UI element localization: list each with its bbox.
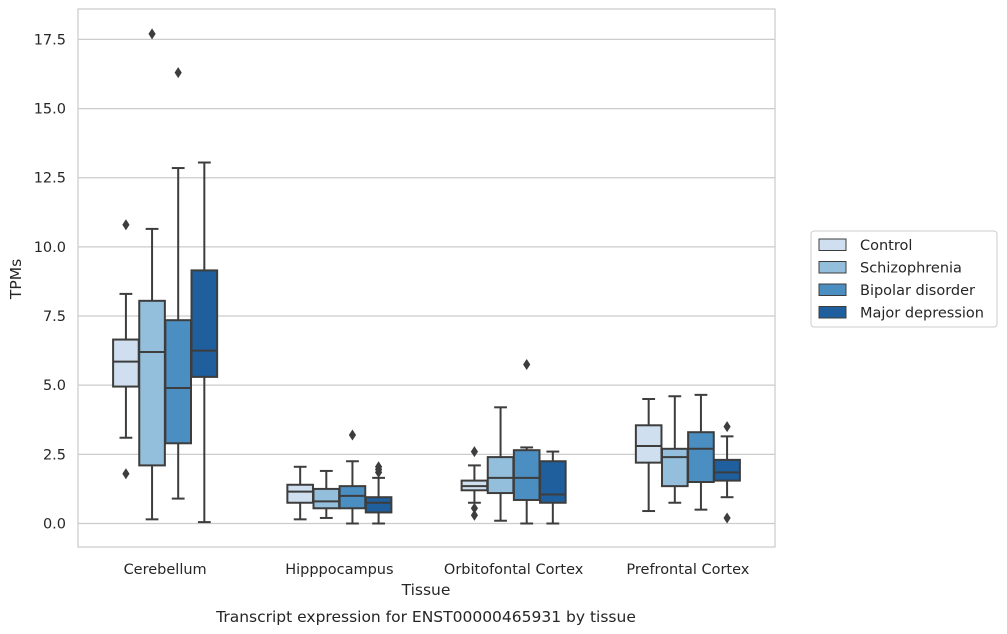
x-tick-label: Cerebellum: [124, 562, 207, 578]
x-tick-label: Orbitofontal Cortex: [444, 562, 584, 578]
legend-label: Bipolar disorder: [860, 283, 975, 299]
y-tick-label: 17.5: [34, 32, 66, 48]
box-group: [364, 461, 393, 525]
outlier-point: [723, 512, 731, 524]
box: [364, 496, 393, 514]
legend-swatch: [818, 238, 847, 251]
legend-swatch: [818, 261, 847, 274]
outlier-point: [374, 461, 383, 473]
box: [539, 460, 567, 504]
box-group: [634, 398, 663, 513]
outlier-point: [470, 509, 479, 521]
legend-label: Control: [860, 238, 912, 254]
outlier-point: [348, 429, 357, 441]
box: [190, 269, 219, 378]
box-group: [112, 219, 140, 480]
box-group: [713, 421, 741, 524]
outlier-point: [470, 502, 479, 514]
box: [338, 485, 367, 510]
y-tick-label: 0.0: [43, 516, 66, 532]
box-group: [486, 406, 515, 522]
y-tick-label: 12.5: [34, 171, 66, 187]
y-axis-title: TPMs: [7, 259, 25, 300]
y-tick-label: 15.0: [34, 102, 66, 118]
box-group: [512, 358, 541, 525]
outlier-point: [723, 421, 731, 433]
box: [634, 424, 663, 464]
outlier-point: [148, 28, 156, 40]
legend: Control Schizophrenia Bipolar disorder Majo…: [810, 230, 998, 328]
box-group: [286, 465, 314, 521]
box: [286, 483, 314, 504]
outlier-point: [122, 468, 130, 480]
legend-swatch: [818, 306, 847, 319]
y-tick-label: 2.5: [43, 447, 66, 463]
x-tick-labels: Cerebellum Hipppocampus Orbitofontal Corte…: [124, 562, 750, 578]
box: [486, 456, 515, 495]
x-tick-label: Hipppocampus: [285, 562, 393, 578]
box-group: [660, 395, 689, 504]
box: [512, 449, 541, 501]
x-axis-title: Tissue: [401, 581, 451, 599]
box-group: [539, 450, 567, 525]
y-tick-labels: 0.0 2.5 5.0 7.5 10.0 12.5 15.0 17.5: [34, 32, 66, 532]
box-layer: [112, 28, 741, 525]
box-group: [190, 161, 219, 524]
box: [312, 487, 341, 510]
legend-label: Major depression: [860, 306, 984, 322]
y-tick-label: 7.5: [43, 309, 66, 325]
box-group: [687, 393, 715, 511]
legend-swatch: [818, 283, 847, 296]
box-group: [312, 469, 341, 519]
box-group: [164, 67, 193, 500]
box: [687, 431, 715, 483]
outlier-point: [470, 446, 479, 458]
box-group: [460, 446, 489, 521]
outlier-point: [174, 67, 182, 79]
box-group: [138, 28, 166, 521]
outlier-point: [523, 358, 531, 370]
outlier-point: [122, 219, 130, 231]
box: [138, 299, 166, 467]
plot-frame: [77, 8, 776, 548]
box-group: [338, 429, 367, 525]
box: [660, 447, 689, 488]
legend-label: Schizophrenia: [860, 261, 962, 277]
box: [112, 338, 140, 388]
chart-caption: Transcript expression for ENST0000046593…: [215, 608, 636, 626]
y-tick-label: 5.0: [43, 378, 66, 394]
x-tick-label: Prefrontal Cortex: [626, 562, 749, 578]
legend-frame: [810, 230, 998, 328]
y-tick-label: 10.0: [34, 240, 66, 256]
box: [713, 458, 741, 482]
box: [164, 319, 193, 445]
